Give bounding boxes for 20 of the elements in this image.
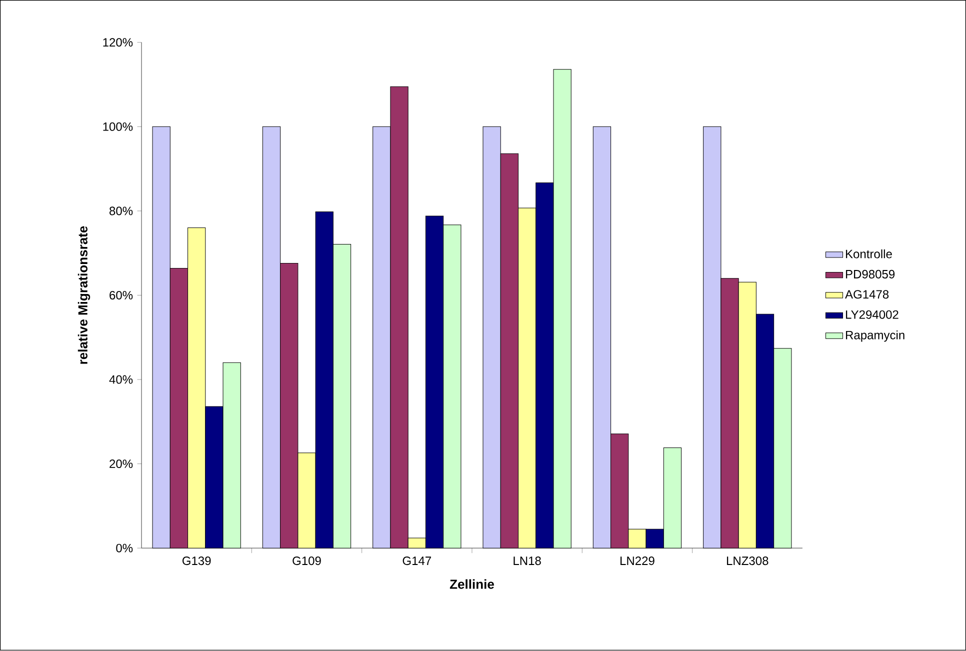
y-tick-label: 60% bbox=[110, 291, 133, 300]
y-tick-label: 120% bbox=[103, 38, 133, 47]
x-tick-label: G139 bbox=[182, 556, 211, 566]
legend-label: AG1478 bbox=[845, 290, 889, 299]
y-tick-label: 80% bbox=[110, 206, 133, 216]
x-tick-label: LN18 bbox=[514, 556, 541, 566]
y-tick-label: 20% bbox=[110, 460, 133, 468]
x-tick-label: LN229 bbox=[620, 556, 654, 566]
y-tick-label: 0% bbox=[116, 544, 133, 553]
x-axis-title: Zellinie bbox=[450, 580, 494, 590]
x-tick-label: LNZ308 bbox=[726, 556, 768, 566]
legend-label: Kontrolle bbox=[846, 250, 892, 258]
legend-label: PD98059 bbox=[846, 270, 895, 279]
legend-label: LY294002 bbox=[846, 310, 898, 320]
y-axis-title: relative Migrationsrate bbox=[78, 226, 90, 364]
legend-label: Rapamycin bbox=[846, 330, 904, 342]
x-tick-label: G109 bbox=[292, 556, 321, 566]
y-tick-label: 100% bbox=[103, 122, 133, 132]
y-tick-label: 40% bbox=[109, 375, 133, 384]
x-tick-label: G147 bbox=[402, 556, 432, 566]
